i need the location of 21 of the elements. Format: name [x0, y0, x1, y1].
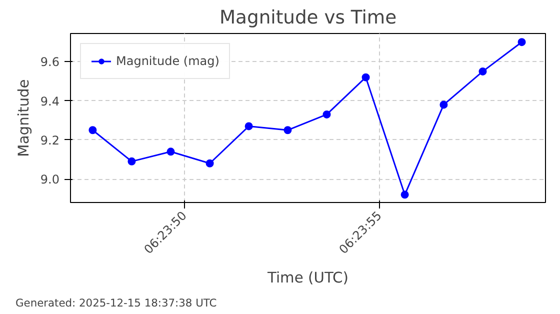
point [244, 122, 253, 130]
point [284, 126, 292, 134]
point [362, 73, 370, 82]
y-axis-title: Magnitude [15, 79, 32, 157]
text: Generated: 2025-12-15 18:37:38 UTC [16, 296, 217, 310]
x-axis-title: Time (UTC) [266, 270, 349, 287]
chart-title: Magnitude vs Time [219, 8, 397, 28]
point [88, 126, 97, 134]
y-tick-label: 9.4 [40, 94, 60, 108]
y-tick-label: 9.0 [40, 172, 60, 187]
y-tick-label: 9.2 [40, 133, 60, 148]
point [128, 157, 136, 166]
point [400, 190, 409, 199]
point [322, 110, 331, 118]
point [206, 159, 214, 168]
point [518, 38, 526, 46]
point [166, 148, 175, 156]
legend-label: Magnitude (mag) [116, 54, 220, 68]
point [478, 67, 487, 76]
y-tick-label: 9.6 [40, 55, 60, 70]
point [440, 100, 448, 109]
